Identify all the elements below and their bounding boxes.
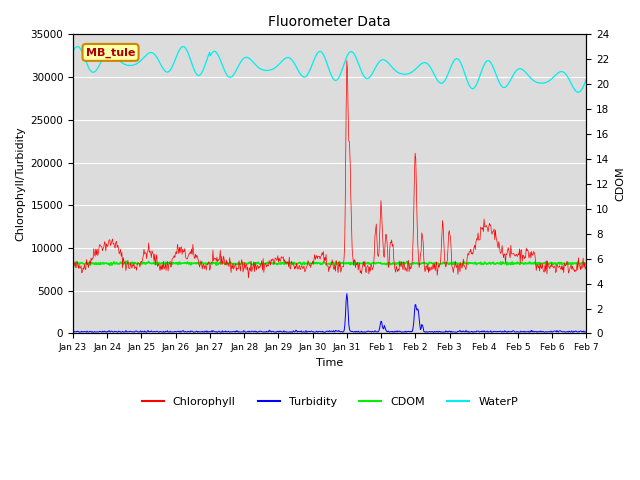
X-axis label: Time: Time (316, 358, 344, 368)
Text: MB_tule: MB_tule (86, 47, 135, 58)
Legend: Chlorophyll, Turbidity, CDOM, WaterP: Chlorophyll, Turbidity, CDOM, WaterP (137, 393, 522, 412)
Y-axis label: Chlorophyll/Turbidity: Chlorophyll/Turbidity (15, 127, 25, 241)
Title: Fluorometer Data: Fluorometer Data (268, 15, 391, 29)
Y-axis label: CDOM: CDOM (615, 167, 625, 201)
